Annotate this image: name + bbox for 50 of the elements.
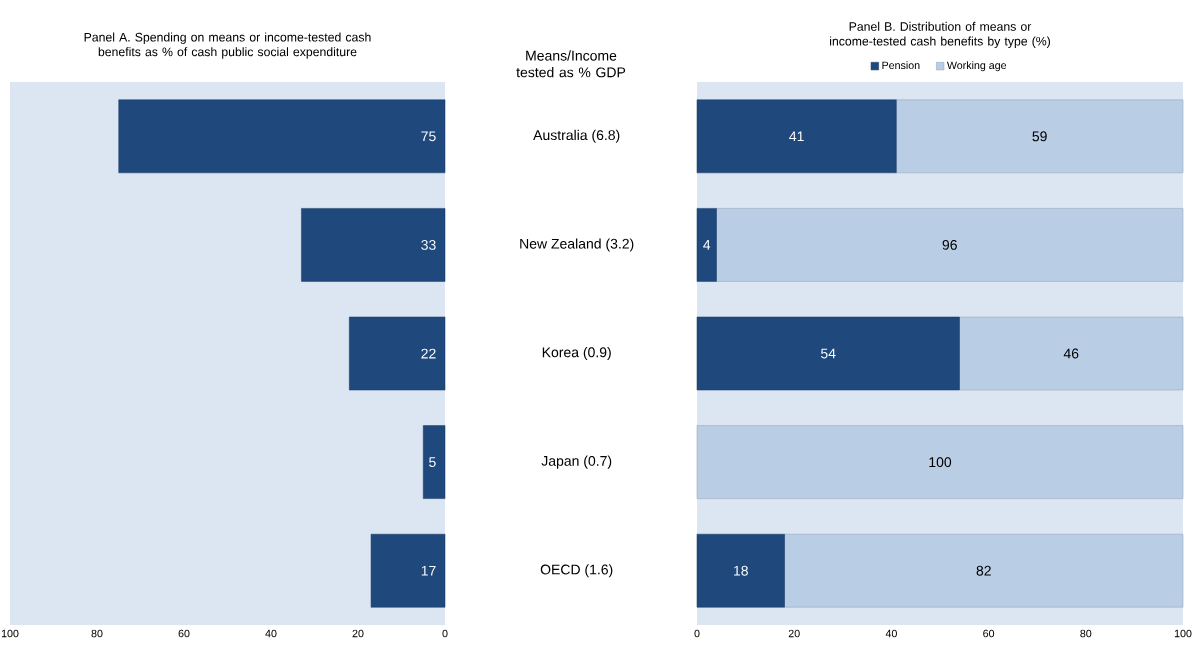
data-label: 75 — [421, 131, 436, 142]
chart-title: Panel A. Spending on means or income-tested cash benefits as % of cash public social expenditure — [84, 32, 371, 59]
data-label: 46 — [1063, 348, 1079, 359]
text: Means/Income tested as % GDP — [516, 50, 626, 78]
bar — [696, 425, 1184, 499]
data-label: 4 — [703, 240, 711, 250]
data-label: 82 — [976, 565, 991, 576]
data-label: 33 — [421, 239, 436, 250]
data-label: 5 — [429, 457, 436, 467]
x-tick-label: 60 — [983, 629, 995, 638]
chart-title: Panel B. Distribution of means or income-tested cash benefits by type (%) — [830, 21, 1051, 48]
y-tick-label: New Zealand (3.2) — [520, 238, 634, 252]
y-tick-label: Korea (0.9) — [542, 346, 611, 361]
legend-label: Working age — [946, 61, 1007, 72]
data-label: 17 — [421, 565, 436, 576]
x-tick-label: 100 — [1, 629, 19, 638]
bar — [696, 208, 717, 282]
x-tick-label: 0 — [694, 629, 700, 638]
bar — [896, 99, 1184, 174]
bar — [696, 533, 785, 608]
bar — [696, 99, 897, 174]
data-label: 96 — [942, 239, 957, 250]
bar — [118, 99, 446, 174]
bar — [301, 208, 446, 282]
x-tick-label: 20 — [788, 629, 800, 638]
bar — [959, 316, 1184, 391]
data-label: 18 — [734, 565, 748, 576]
x-tick-label: 20 — [352, 629, 364, 638]
bar — [716, 208, 1184, 282]
y-tick-label: Japan (0.7) — [541, 455, 612, 469]
bar — [784, 533, 1184, 608]
data-label: 22 — [421, 348, 436, 359]
x-tick-label: 40 — [885, 629, 897, 638]
bar — [696, 316, 960, 391]
y-tick-label: OECD (1.6) — [540, 564, 613, 578]
x-tick-label: 40 — [265, 629, 277, 638]
x-tick-label: 100 — [1174, 629, 1192, 638]
bar — [349, 316, 446, 391]
legend-label: Pension — [882, 61, 920, 70]
x-tick-label: 80 — [91, 629, 103, 638]
bar — [422, 425, 446, 499]
x-tick-label: 0 — [442, 629, 448, 638]
y-tick-label: Australia (6.8) — [533, 129, 620, 143]
bar — [370, 533, 446, 608]
data-label: 54 — [821, 348, 836, 359]
data-label: 41 — [789, 131, 804, 142]
x-tick-label: 60 — [178, 629, 190, 638]
data-label: 59 — [1032, 131, 1047, 142]
x-tick-label: 80 — [1080, 629, 1092, 638]
data-label: 100 — [929, 457, 952, 468]
